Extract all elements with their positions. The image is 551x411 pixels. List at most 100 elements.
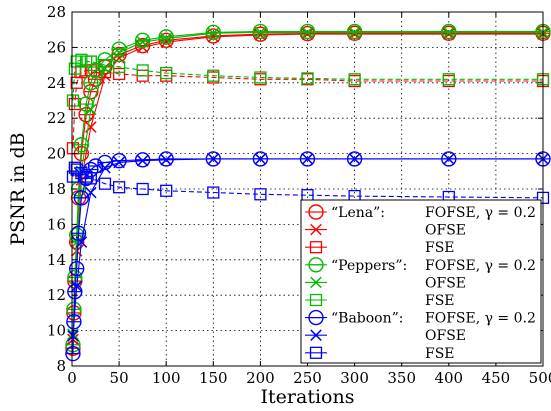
x-marker	[160, 154, 172, 166]
square-marker	[254, 71, 267, 84]
y-axis-label: PSNR in dB	[7, 132, 29, 245]
x-marker	[113, 46, 125, 59]
legend-entry: OFSE	[305, 223, 466, 239]
legend-method-label: OFSE	[425, 328, 466, 344]
y-tick-label: 14	[47, 251, 66, 269]
square-marker	[136, 64, 149, 77]
legend-entry: “Lena”: FOFSE, γ = 0.2	[305, 204, 536, 221]
legend-method-label: FSE	[425, 346, 455, 362]
square-marker	[112, 67, 126, 81]
y-tick-label: 16	[47, 215, 66, 233]
square-marker	[68, 62, 81, 75]
series-line	[72, 166, 544, 199]
x-marker	[113, 156, 125, 169]
y-tick-label: 24	[47, 74, 66, 92]
square-marker	[70, 55, 83, 68]
x-marker	[136, 36, 149, 48]
x-marker	[348, 153, 361, 165]
x-marker	[348, 26, 361, 39]
legend-method-label: FOFSE, γ = 0.2	[425, 258, 536, 274]
square-marker	[207, 69, 220, 82]
x-marker	[443, 153, 455, 165]
y-tick-label: 22	[47, 109, 66, 127]
x-tick-label: 0	[67, 369, 77, 387]
series-8	[66, 161, 550, 204]
series-5	[66, 53, 550, 107]
series-4	[67, 26, 549, 340]
x-tick-label: 300	[340, 369, 369, 387]
square-marker	[66, 94, 80, 107]
square-marker	[348, 73, 361, 86]
x-marker	[70, 280, 83, 293]
x-marker	[310, 329, 322, 341]
x-tick-label: 450	[482, 369, 511, 387]
square-marker	[84, 172, 97, 185]
square-marker	[112, 181, 126, 194]
square-marker	[98, 58, 112, 72]
square-marker	[112, 60, 126, 73]
x-marker	[254, 26, 267, 39]
y-tick-label: 26	[47, 38, 66, 56]
legend-method-label: FSE	[425, 293, 455, 309]
square-marker	[70, 163, 83, 176]
legend-image-label: “Baboon”:	[331, 311, 404, 327]
x-tick-label: 350	[387, 369, 416, 387]
legend-entry: “Peppers”: FOFSE, γ = 0.2	[305, 257, 536, 274]
legend-entry: “Baboon”: FOFSE, γ = 0.2	[305, 309, 536, 327]
x-marker	[301, 26, 314, 39]
x-marker	[75, 236, 88, 248]
square-marker	[136, 182, 149, 196]
x-tick-label: 150	[199, 369, 228, 387]
square-marker	[301, 72, 314, 85]
square-marker	[309, 241, 323, 254]
square-marker	[75, 53, 88, 66]
square-marker	[66, 170, 80, 183]
legend-method-label: FOFSE, γ = 0.2	[425, 205, 536, 221]
y-tick-label: 10	[47, 322, 66, 340]
x-marker	[301, 153, 314, 165]
y-tick-label: 18	[47, 180, 66, 198]
axis-ticks: 0 50 100 150 200 250 300 350 400 450 500 8 10 12 14 16 1…	[47, 3, 551, 387]
x-marker	[207, 153, 220, 165]
legend-method-label: FSE	[425, 240, 455, 256]
x-tick-label: 100	[152, 369, 181, 387]
y-tick-label: 28	[47, 3, 66, 21]
x-tick-label: 400	[434, 369, 463, 387]
x-marker	[99, 161, 111, 174]
x-marker	[443, 26, 455, 39]
x-marker	[136, 154, 149, 167]
x-tick-label: 50	[110, 369, 129, 387]
y-tick-label: 20	[47, 145, 66, 163]
square-marker	[98, 177, 112, 190]
legend-entry: OFSE	[305, 328, 466, 344]
x-marker	[85, 186, 97, 199]
legend-method-label: FOFSE, γ = 0.2	[425, 311, 536, 327]
square-marker	[309, 346, 323, 359]
x-marker	[160, 32, 172, 45]
legend-image-label: “Peppers”:	[331, 258, 407, 274]
x-marker	[310, 223, 322, 236]
y-tick-label: 12	[47, 286, 66, 304]
x-tick-label: 200	[246, 369, 275, 387]
series-line	[72, 59, 543, 101]
y-tick-label: 8	[56, 357, 66, 375]
legend-image-label: “Lena”:	[331, 205, 385, 221]
x-marker	[85, 103, 97, 116]
legend-method-label: OFSE	[425, 275, 466, 291]
x-marker	[310, 276, 322, 289]
square-marker	[84, 55, 97, 68]
x-axis-label: Iterations	[261, 386, 355, 408]
x-marker	[207, 27, 220, 40]
square-marker	[309, 293, 323, 307]
series-7	[67, 153, 549, 342]
square-marker	[442, 73, 455, 86]
legend-method-label: OFSE	[425, 223, 466, 239]
square-marker	[207, 186, 220, 199]
x-tick-label: 500	[529, 369, 551, 387]
series-layer	[65, 23, 551, 362]
x-marker	[67, 330, 79, 342]
series-line	[72, 69, 543, 149]
legend-entry: FSE	[305, 293, 455, 309]
